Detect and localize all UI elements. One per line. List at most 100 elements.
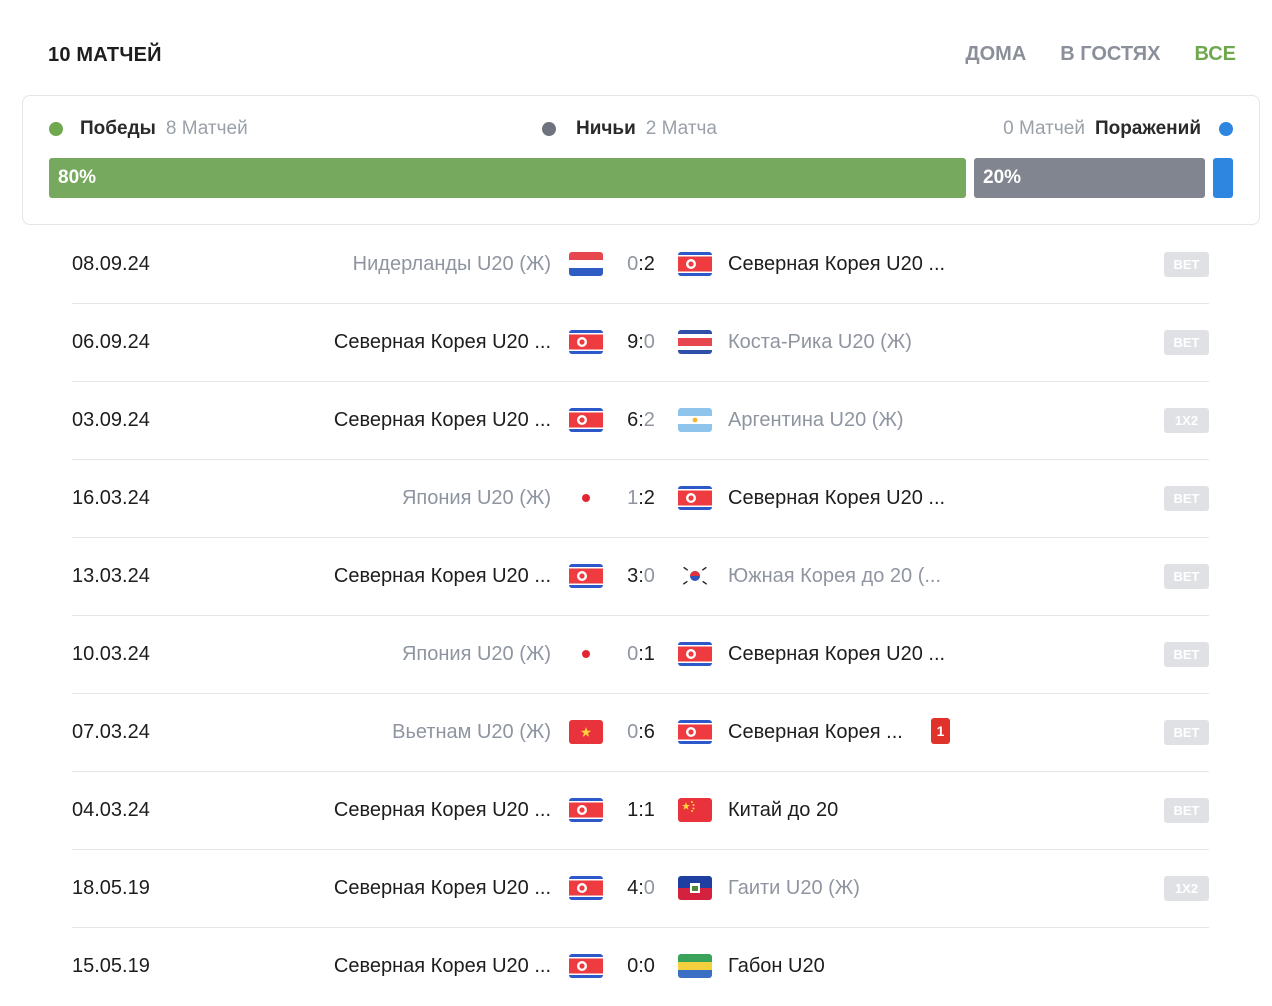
home-goals: 0 bbox=[627, 721, 639, 743]
away-team[interactable]: Южная Корея до 20 (... bbox=[728, 565, 942, 587]
home-team[interactable]: Вьетнам U20 (Ж) bbox=[392, 721, 551, 743]
wins-legend: Победы 8 Матчей bbox=[49, 118, 248, 140]
filter-home[interactable]: ДОМА bbox=[965, 43, 1027, 65]
home-team[interactable]: Северная Корея U20 ... bbox=[333, 955, 551, 977]
bet-button[interactable]: BET bbox=[1164, 252, 1209, 277]
match-row[interactable]: 15.05.19 Северная Корея U20 ... 0:0 Габон U… bbox=[72, 928, 1209, 1006]
match-score: 1:2 bbox=[627, 487, 655, 509]
match-date: 15.05.19 bbox=[72, 955, 150, 977]
away-team[interactable]: Китай до 20 bbox=[728, 799, 839, 821]
away-team[interactable]: Коста-Рика U20 (Ж) bbox=[728, 331, 912, 353]
match-row[interactable]: 08.09.24 Нидерланды U20 (Ж) 0:2 Северная Ко… bbox=[72, 226, 1209, 304]
match-row[interactable]: 04.03.24 Северная Корея U20 ... 1:1 Китай д… bbox=[72, 772, 1209, 850]
away-team[interactable]: Гаити U20 (Ж) bbox=[728, 877, 860, 899]
match-date: 06.09.24 bbox=[72, 331, 150, 353]
away-team[interactable]: Габон U20 bbox=[728, 955, 825, 977]
bet-button[interactable]: 1X2 bbox=[1164, 876, 1209, 901]
match-score: 0:2 bbox=[627, 253, 655, 275]
draws-legend: Ничьи 2 Матча bbox=[542, 118, 717, 140]
away-team[interactable]: Аргентина U20 (Ж) bbox=[728, 409, 904, 431]
home-goals: 9 bbox=[627, 331, 639, 353]
gabon-flag-icon bbox=[678, 954, 712, 978]
filter-all[interactable]: ВСЕ bbox=[1194, 43, 1236, 65]
away-goals: 2 bbox=[643, 253, 655, 275]
filter-away[interactable]: В ГОСТЯХ bbox=[1060, 43, 1161, 65]
home-team[interactable]: Нидерланды U20 (Ж) bbox=[352, 253, 551, 275]
bet-button[interactable]: 1X2 bbox=[1164, 408, 1209, 433]
home-team[interactable]: Северная Корея U20 ... bbox=[333, 331, 551, 353]
matches-list: 08.09.24 Нидерланды U20 (Ж) 0:2 Северная Ко… bbox=[72, 226, 1209, 1006]
home-goals: 0 bbox=[627, 643, 639, 665]
home-goals: 1 bbox=[627, 799, 639, 821]
match-row[interactable]: 18.05.19 Северная Корея U20 ... 4:0 Гаити U… bbox=[72, 850, 1209, 928]
match-row[interactable]: 06.09.24 Северная Корея U20 ... 9:0 Коста-Р… bbox=[72, 304, 1209, 382]
away-team[interactable]: Северная Корея ... bbox=[728, 721, 903, 743]
home-team[interactable]: Северная Корея U20 ... bbox=[333, 877, 551, 899]
match-row[interactable]: 07.03.24 Вьетнам U20 (Ж) 0:6 Северная Корея… bbox=[72, 694, 1209, 772]
match-date: 16.03.24 bbox=[72, 487, 150, 509]
away-goals: 0 bbox=[643, 331, 655, 353]
bet-button[interactable]: BET bbox=[1164, 564, 1209, 589]
north-korea-flag-icon bbox=[678, 486, 712, 510]
away-goals: 2 bbox=[643, 487, 655, 509]
losses-label: Поражений bbox=[1094, 118, 1201, 139]
japan-flag-icon bbox=[569, 486, 603, 510]
match-row[interactable]: 10.03.24 Япония U20 (Ж) 0:1 Северная Корея … bbox=[72, 616, 1209, 694]
match-score: 3:0 bbox=[627, 565, 655, 587]
draws-count: 2 Матча bbox=[645, 118, 718, 139]
home-goals: 1 bbox=[627, 487, 639, 509]
match-score: 0:6 bbox=[627, 721, 655, 743]
home-team[interactable]: Северная Корея U20 ... bbox=[333, 565, 551, 587]
bet-button[interactable]: BET bbox=[1164, 720, 1209, 745]
north-korea-flag-icon bbox=[569, 798, 603, 822]
north-korea-flag-icon bbox=[678, 252, 712, 276]
home-goals: 0 bbox=[627, 955, 639, 977]
page-title: 10 МАТЧЕЙ bbox=[48, 44, 162, 66]
away-goals: 0 bbox=[643, 565, 655, 587]
north-korea-flag-icon bbox=[569, 876, 603, 900]
away-team[interactable]: Северная Корея U20 ... bbox=[728, 253, 946, 275]
north-korea-flag-icon bbox=[678, 720, 712, 744]
draws-bar: 20% bbox=[974, 158, 1205, 198]
away-team[interactable]: Северная Корея U20 ... bbox=[728, 643, 946, 665]
results-summary: Победы 8 Матчей Ничьи 2 Матча 0 Матчей П… bbox=[22, 95, 1260, 225]
draws-label: Ничьи bbox=[576, 118, 636, 139]
match-date: 18.05.19 bbox=[72, 877, 150, 899]
away-goals: 1 bbox=[643, 643, 655, 665]
bet-button[interactable]: BET bbox=[1164, 330, 1209, 355]
bet-button[interactable]: BET bbox=[1164, 798, 1209, 823]
match-date: 07.03.24 bbox=[72, 721, 150, 743]
bet-button[interactable]: BET bbox=[1164, 642, 1209, 667]
wins-bar: 80% bbox=[49, 158, 966, 198]
losses-legend: 0 Матчей Поражений bbox=[1003, 118, 1233, 140]
netherlands-flag-icon bbox=[569, 252, 603, 276]
wins-count: 8 Матчей bbox=[165, 118, 248, 139]
match-date: 03.09.24 bbox=[72, 409, 150, 431]
match-score: 0:0 bbox=[627, 955, 655, 977]
haiti-flag-icon bbox=[678, 876, 712, 900]
japan-flag-icon bbox=[569, 642, 603, 666]
match-row[interactable]: 16.03.24 Япония U20 (Ж) 1:2 Северная Корея … bbox=[72, 460, 1209, 538]
vietnam-flag-icon bbox=[569, 720, 603, 744]
wins-label: Победы bbox=[80, 118, 156, 139]
away-team[interactable]: Северная Корея U20 ... bbox=[728, 487, 946, 509]
home-team[interactable]: Япония U20 (Ж) bbox=[401, 487, 551, 509]
home-team[interactable]: Северная Корея U20 ... bbox=[333, 409, 551, 431]
bet-button[interactable]: BET bbox=[1164, 486, 1209, 511]
away-goals: 6 bbox=[643, 721, 655, 743]
match-score: 0:1 bbox=[627, 643, 655, 665]
venue-filters: ДОМА В ГОСТЯХ ВСЕ bbox=[931, 43, 1236, 66]
north-korea-flag-icon bbox=[569, 408, 603, 432]
match-date: 04.03.24 bbox=[72, 799, 150, 821]
argentina-flag-icon bbox=[678, 408, 712, 432]
north-korea-flag-icon bbox=[569, 954, 603, 978]
match-score: 1:1 bbox=[627, 799, 655, 821]
draws-dot-icon bbox=[542, 122, 556, 136]
match-row[interactable]: 03.09.24 Северная Корея U20 ... 6:2 Аргенти… bbox=[72, 382, 1209, 460]
away-goals: 0 bbox=[643, 955, 655, 977]
home-team[interactable]: Северная Корея U20 ... bbox=[333, 799, 551, 821]
match-date: 10.03.24 bbox=[72, 643, 150, 665]
home-team[interactable]: Япония U20 (Ж) bbox=[401, 643, 551, 665]
match-row[interactable]: 13.03.24 Северная Корея U20 ... 3:0 Южная К… bbox=[72, 538, 1209, 616]
match-score: 9:0 bbox=[627, 331, 655, 353]
